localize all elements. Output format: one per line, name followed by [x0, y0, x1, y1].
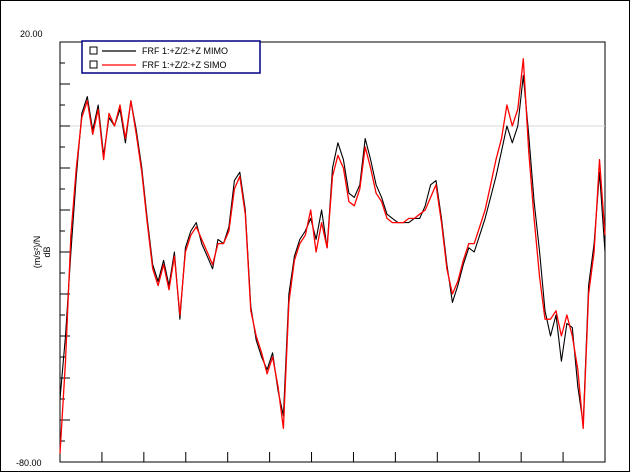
legend-label-simo: FRF 1:+Z/2:+Z SIMO: [142, 60, 227, 70]
series-line-mimo: [59, 75, 606, 425]
legend-box: [81, 40, 261, 74]
y-tick-label-top: 20.00: [20, 29, 43, 39]
y-tick-label-bottom: -80.00: [16, 458, 42, 468]
y-axis-unit-label: (m/s²)/N: [32, 236, 42, 269]
series-line-simo: [59, 58, 606, 454]
x-axis-ticks: [101, 452, 564, 462]
series-lines: [59, 58, 606, 454]
legend: FRF 1:+Z/2:+Z MIMO FRF 1:+Z/2:+Z SIMO: [81, 40, 261, 74]
y-axis-ticks: [60, 41, 70, 463]
legend-checkbox-mimo[interactable]: [89, 46, 98, 55]
y-axis-label: (m/s²)/N: [32, 236, 42, 269]
plot-area-border: [59, 41, 606, 463]
legend-checkbox-simo[interactable]: [89, 60, 98, 69]
y-axis-db-label: dB: [42, 246, 52, 257]
legend-label-mimo: FRF 1:+Z/2:+Z MIMO: [142, 46, 228, 56]
y-axis-db-label-group: dB: [42, 246, 52, 257]
